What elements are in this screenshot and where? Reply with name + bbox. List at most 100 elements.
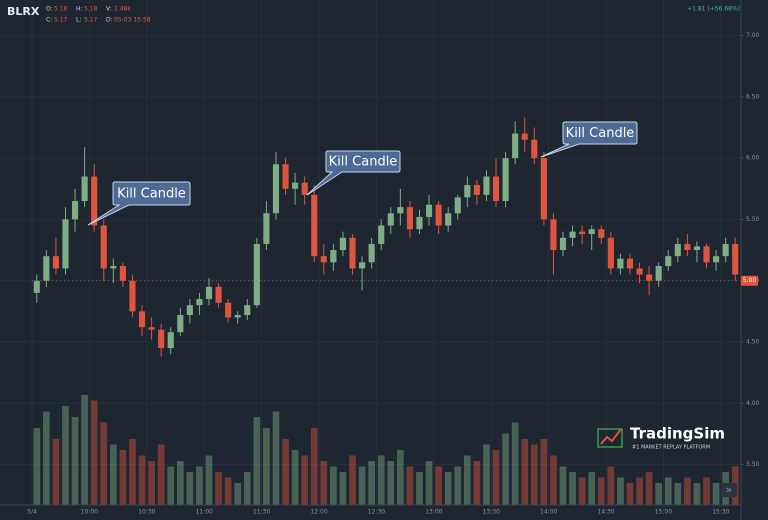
volume-bar: [100, 422, 108, 505]
y-tick-label: 7.00: [746, 32, 760, 39]
volume-bar: [349, 455, 356, 505]
volume-bar: [81, 395, 88, 505]
volume-bar: [416, 472, 423, 505]
volume-bar: [406, 466, 414, 505]
candle-body: [158, 329, 165, 349]
volume-bar: [387, 461, 395, 505]
annotation: Kill Candle: [87, 181, 191, 226]
volume-bar: [263, 428, 270, 505]
x-tick-label: 5/4: [27, 509, 37, 516]
candle-body: [665, 256, 672, 266]
candle-body: [416, 216, 423, 230]
header-value: 2.48k: [114, 6, 131, 13]
watermark-subtitle: #1 MARKET REPLAY PLATFORM: [632, 445, 710, 451]
header-label: D:: [106, 17, 113, 24]
header-label: O:: [46, 6, 53, 13]
candle-body: [425, 204, 433, 217]
x-tick-label: 12:30: [368, 509, 385, 516]
last-price-badge: [741, 275, 758, 286]
candle-body: [311, 194, 318, 257]
volume-bar: [444, 472, 452, 505]
volume-bar: [234, 483, 242, 505]
volume-bar: [578, 477, 586, 505]
volume-bar: [674, 483, 682, 505]
y-tick-label: 4.00: [746, 400, 760, 407]
candle-body: [71, 201, 79, 220]
candle-body: [52, 256, 59, 269]
volume-bar: [109, 444, 117, 505]
candle-body: [492, 176, 500, 202]
volume-bar: [148, 461, 155, 505]
candle-body: [569, 231, 576, 238]
annotation-text: Kill Candle: [329, 155, 398, 170]
candle-body: [234, 315, 241, 318]
candle-body: [167, 332, 174, 349]
candle-body: [464, 185, 471, 198]
header-value: 5.18: [84, 6, 98, 13]
candle-body: [732, 243, 739, 275]
volume-bar: [368, 461, 375, 505]
watermark: TradingSim #1 MARKET REPLAY PLATFORM: [597, 425, 725, 451]
volume-bar: [559, 466, 567, 505]
volume-bar: [569, 472, 576, 505]
candle-body: [674, 243, 681, 257]
header-value: 5.17: [84, 17, 98, 24]
header-value: 5.18: [54, 6, 68, 13]
volume-bar: [215, 472, 222, 505]
volume-bar: [167, 466, 175, 505]
scroll-button-bg[interactable]: [721, 483, 737, 497]
candle-body: [579, 231, 586, 235]
volume-bar: [205, 455, 213, 505]
candle-body: [445, 213, 452, 226]
candle-body: [292, 182, 299, 189]
volume-bar: [626, 483, 634, 505]
candle-body: [655, 265, 662, 281]
volume-bar: [550, 455, 557, 505]
volume-bar: [693, 483, 701, 505]
volume-bar: [339, 472, 347, 505]
logo-frame: [597, 428, 623, 448]
last-price-label: 5.00: [743, 277, 757, 284]
volume-bar: [253, 417, 261, 505]
logo-arrow: [600, 428, 622, 445]
candle-body: [349, 237, 356, 269]
scroll-button[interactable]: »: [726, 483, 733, 496]
volume-bar: [330, 466, 337, 505]
candle-body: [43, 256, 50, 281]
volume-bar: [282, 439, 289, 505]
volume-bar: [463, 455, 471, 505]
volume-bar: [473, 461, 481, 505]
volume-bar: [52, 439, 60, 505]
x-tick-label: 14:30: [597, 509, 614, 516]
candle-body: [244, 305, 251, 316]
candle-body: [598, 229, 605, 238]
candle-body: [320, 256, 327, 263]
x-tick-label: 12:00: [310, 509, 327, 516]
candle-body: [397, 207, 404, 214]
candle-body: [550, 219, 557, 251]
x-tick-label: 13:30: [483, 509, 500, 516]
candle-body: [512, 133, 519, 159]
change: +1.81 (+56.68%): [687, 6, 740, 13]
candle-body: [540, 158, 547, 220]
candle-body: [33, 280, 40, 293]
volume-bar: [397, 450, 404, 505]
candle-body: [148, 327, 155, 330]
y-tick-label: 5.50: [746, 216, 760, 223]
candle-body: [473, 185, 480, 195]
volume-bar: [301, 455, 309, 505]
volume-bar: [358, 466, 366, 505]
volume-bar: [320, 461, 328, 505]
candle-body: [617, 258, 624, 269]
volume-bar: [454, 466, 462, 505]
candle-body: [368, 243, 375, 263]
volume-bar: [291, 450, 299, 505]
annotation: Kill Candle: [540, 121, 638, 158]
volume-bar: [243, 472, 251, 505]
candle-body: [91, 176, 98, 226]
candle-body: [186, 305, 193, 316]
candle-body: [703, 246, 710, 263]
